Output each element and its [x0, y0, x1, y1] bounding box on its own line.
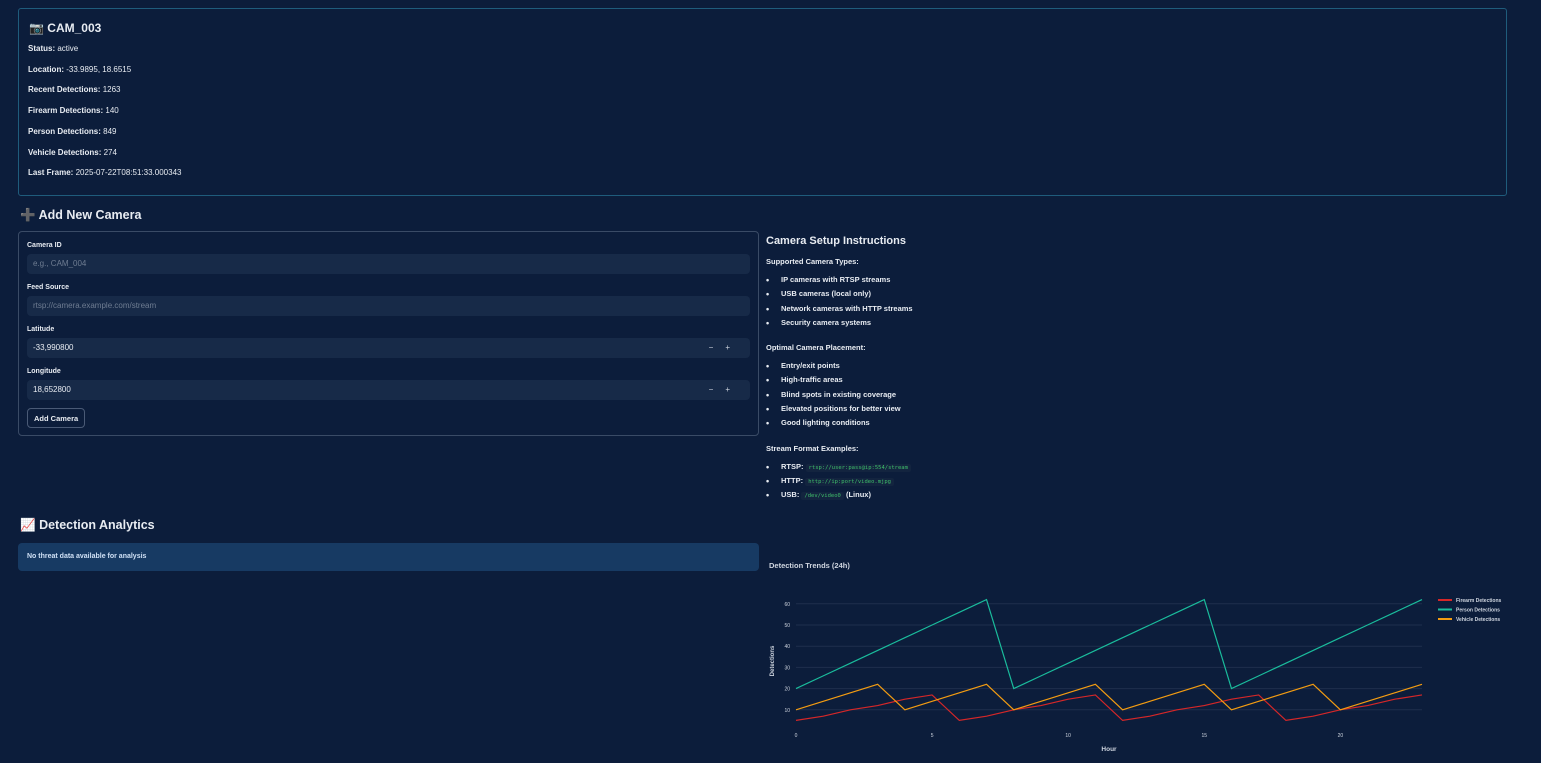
series-line	[795, 598, 1423, 690]
camera-id-label: Camera ID	[27, 242, 62, 249]
x-tick-label: 15	[1201, 733, 1207, 739]
camera-field: Vehicle Detections: 274	[28, 147, 117, 157]
camera-field: Firearm Detections: 140	[28, 106, 119, 116]
y-tick-label: 40	[784, 644, 790, 650]
list-item: High-traffic areas	[766, 375, 1166, 389]
add-camera-heading: ➕ Add New Camera	[20, 208, 142, 222]
analytics-heading: 📈 Detection Analytics	[20, 518, 155, 532]
placement-title: Optimal Camera Placement:	[766, 343, 866, 353]
format-item: HTTP: http://ip:port/video.mjpg	[766, 476, 1166, 490]
code-snippet: rtsp://user:pass@ip:554/stream	[805, 463, 911, 472]
list-item: USB cameras (local only)	[766, 289, 1166, 303]
chart-title: Detection Trends (24h)	[769, 561, 850, 570]
y-axis-label: Detections	[770, 645, 776, 676]
feed-source-label: Feed Source	[27, 284, 70, 291]
y-tick-label: 60	[784, 602, 790, 608]
series-line	[795, 683, 1423, 711]
camera-field: Recent Detections: 1263	[28, 85, 121, 95]
camera-id-input[interactable]: e.g., CAM_004	[27, 254, 750, 274]
increment-button[interactable]: +	[725, 385, 742, 394]
setup-instructions: Camera Setup Instructions Supported Came…	[766, 235, 1166, 516]
x-axis-label: Hour	[1101, 746, 1117, 753]
decrement-button[interactable]: −	[708, 385, 726, 394]
legend-entry: Vehicle Detections	[1456, 617, 1500, 623]
feed-source-input[interactable]: rtsp://camera.example.com/stream	[27, 296, 750, 316]
camera-title: CAM_003	[47, 21, 102, 35]
x-tick-label: 20	[1338, 733, 1344, 739]
increment-button[interactable]: +	[725, 343, 742, 352]
info-alert: No threat data available for analysis	[18, 543, 759, 571]
plus-icon: ➕	[20, 208, 36, 222]
x-tick-label: 10	[1065, 733, 1071, 739]
list-item: Good lighting conditions	[766, 418, 1166, 432]
y-tick-label: 10	[784, 708, 790, 714]
chart-increasing-icon: 📈	[20, 518, 36, 532]
longitude-label: Longitude	[27, 368, 61, 375]
list-item: Network cameras with HTTP streams	[766, 304, 1166, 318]
camera-field: Last Frame: 2025-07-22T08:51:33.000343	[28, 168, 182, 178]
detection-trends-chart: Detection Trends (24h) 10 20 30 40 50 60 0 5 10 15…	[769, 561, 1502, 753]
camera-icon: 📷	[29, 21, 44, 35]
longitude-input[interactable]: 18,652800 −+	[27, 380, 750, 400]
formats-title: Stream Format Examples:	[766, 443, 859, 453]
camera-field: Status: active	[28, 44, 79, 53]
format-item: RTSP: rtsp://user:pass@ip:554/stream	[766, 462, 1166, 476]
camera-card: 📷 CAM_003 Status: active Location: -33.98…	[18, 8, 1507, 196]
list-item: Security camera systems	[766, 318, 1166, 332]
code-snippet: http://ip:port/video.mjpg	[805, 477, 894, 486]
list-item: IP cameras with RTSP streams	[766, 275, 1166, 289]
latitude-input[interactable]: -33,990800 −+	[27, 338, 750, 358]
y-tick-label: 30	[784, 665, 790, 671]
legend-entry: Firearm Detections	[1456, 598, 1502, 604]
legend-entry: Person Detections	[1456, 608, 1500, 614]
add-camera-button[interactable]: Add Camera	[27, 408, 86, 428]
list-item: Elevated positions for better view	[766, 404, 1166, 418]
format-item: USB: /dev/video0 (Linux)	[766, 490, 1166, 504]
types-title: Supported Camera Types:	[766, 257, 859, 266]
decrement-button[interactable]: −	[708, 343, 726, 352]
list-item: Blind spots in existing coverage	[766, 390, 1166, 404]
x-tick-label: 0	[795, 733, 798, 739]
series-line	[795, 694, 1423, 722]
add-camera-form: Camera ID e.g., CAM_004 Feed Source rtsp…	[18, 231, 759, 436]
camera-field: Location: -33.9895, 18.6515	[28, 64, 132, 74]
code-snippet: /dev/video0	[801, 492, 844, 501]
y-tick-label: 50	[784, 623, 790, 629]
latitude-label: Latitude	[27, 326, 55, 333]
instructions-title: Camera Setup Instructions	[766, 235, 906, 247]
x-tick-label: 5	[931, 733, 934, 739]
y-tick-label: 20	[784, 687, 790, 693]
list-item: Entry/exit points	[766, 361, 1166, 375]
camera-field: Person Detections: 849	[28, 126, 117, 136]
